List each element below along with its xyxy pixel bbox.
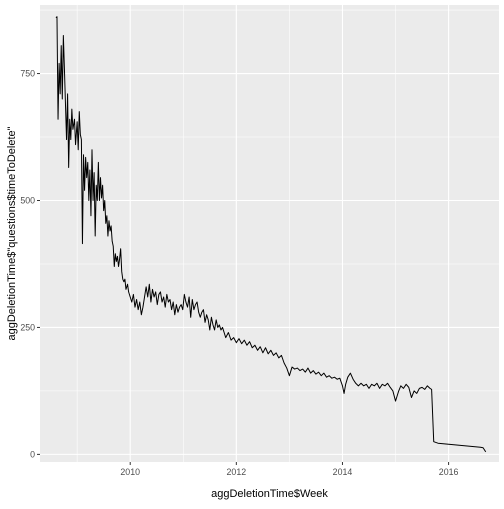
plot-panel	[40, 5, 499, 462]
x-tick-label: 2014	[333, 467, 353, 477]
y-tick-label: 500	[20, 195, 35, 205]
y-tick-label: 250	[20, 322, 35, 332]
y-axis-title: aggDeletionTime$"questions$timeToDelete"	[6, 126, 18, 340]
y-tick-label: 750	[20, 69, 35, 79]
x-axis-title: aggDeletionTime$Week	[211, 488, 328, 500]
y-tick-label: 0	[30, 449, 35, 459]
x-tick-label: 2016	[439, 467, 459, 477]
series-layer	[55, 16, 487, 453]
tick-marks	[37, 73, 450, 465]
series-line	[55, 16, 487, 453]
x-tick-label: 2010	[120, 467, 140, 477]
minor-gridlines	[40, 5, 499, 462]
x-tick-label: 2012	[227, 467, 247, 477]
tick-labels: 2010 2012 2014 2016 0 250 500 750	[20, 69, 458, 477]
